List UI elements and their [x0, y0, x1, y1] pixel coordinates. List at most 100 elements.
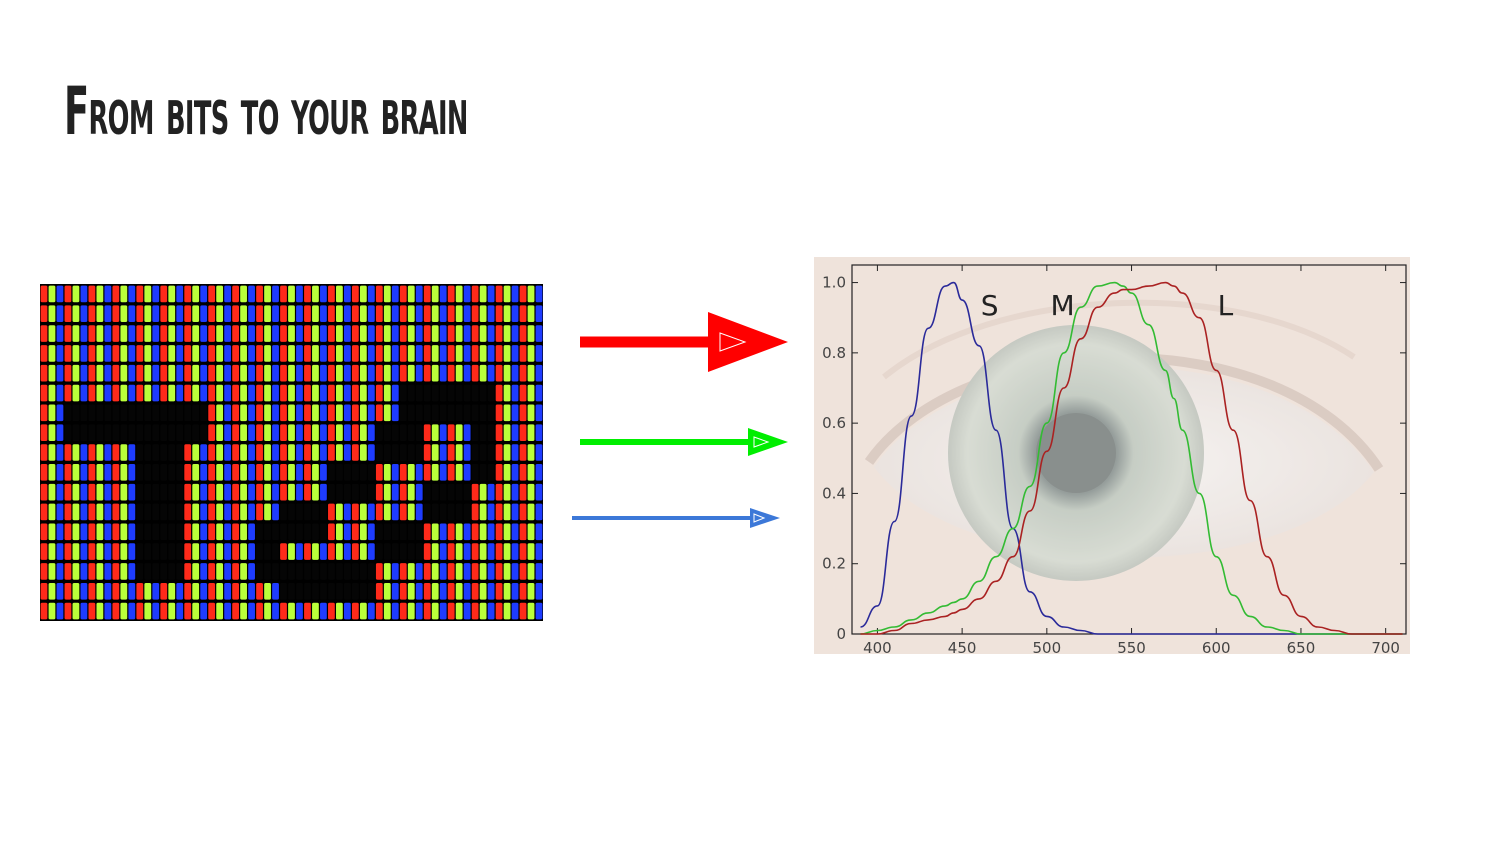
subpixel [375, 364, 383, 382]
subpixel [312, 563, 319, 580]
subpixel [296, 424, 303, 441]
x-tick-label: 400 [863, 639, 892, 654]
subpixel [535, 364, 543, 382]
subpixel [112, 523, 120, 541]
subpixel [144, 523, 152, 541]
subpixel [495, 325, 503, 342]
subpixel [296, 384, 303, 402]
subpixel [288, 404, 295, 422]
subpixel [383, 523, 391, 541]
subpixel [192, 444, 200, 461]
subpixel [407, 325, 415, 342]
subpixel [336, 464, 343, 481]
subpixel [248, 364, 255, 382]
subpixel [439, 543, 447, 560]
subpixel [216, 424, 224, 441]
blue-channel-arrow [572, 508, 780, 528]
subpixel [80, 483, 88, 501]
subpixel [80, 464, 88, 481]
subpixel [40, 503, 48, 521]
subpixel [391, 424, 399, 441]
subpixel [328, 325, 335, 342]
subpixel [399, 384, 407, 402]
subpixel [455, 563, 463, 580]
subpixel [176, 602, 184, 620]
subpixel [120, 325, 128, 342]
subpixel [519, 523, 527, 541]
subpixel [280, 285, 287, 303]
subpixel [72, 305, 80, 323]
subpixel [264, 384, 271, 402]
subpixel [128, 424, 136, 441]
subpixel [264, 305, 271, 323]
subpixel [240, 483, 247, 501]
subpixel [320, 384, 327, 402]
subpixel [455, 285, 463, 303]
subpixel [152, 285, 160, 303]
subpixel [192, 543, 200, 560]
subpixel [64, 464, 72, 481]
subpixel [256, 325, 263, 342]
subpixel [168, 582, 176, 600]
subpixel [479, 285, 487, 303]
subpixel [336, 285, 343, 303]
subpixel [511, 305, 519, 323]
subpixel [535, 384, 543, 402]
subpixel [240, 563, 247, 580]
subpixel [88, 424, 96, 441]
subpixel [415, 424, 423, 441]
subpixel [367, 424, 375, 441]
subpixel [64, 285, 72, 303]
subpixel [256, 464, 263, 481]
subpixel [351, 483, 359, 501]
lcd-subpixel-image [40, 284, 543, 621]
subpixel [511, 483, 519, 501]
subpixel [56, 444, 64, 461]
subpixel [208, 285, 216, 303]
subpixel [136, 464, 144, 481]
subpixel [423, 503, 431, 521]
subpixel [351, 384, 359, 402]
subpixel [328, 464, 335, 481]
subpixel [415, 563, 423, 580]
subpixel [184, 503, 192, 521]
subpixel [375, 523, 383, 541]
subpixel [264, 582, 271, 600]
subpixel [128, 523, 136, 541]
subpixel [208, 305, 216, 323]
subpixel [72, 523, 80, 541]
subpixel [312, 285, 319, 303]
subpixel [423, 602, 431, 620]
subpixel [152, 523, 160, 541]
subpixel [128, 364, 136, 382]
subpixel [64, 325, 72, 342]
subpixel [184, 384, 192, 402]
subpixel [104, 464, 112, 481]
subpixel [264, 483, 271, 501]
subpixel [192, 582, 200, 600]
subpixel [280, 523, 287, 541]
subpixel [527, 503, 535, 521]
subpixel [431, 444, 439, 461]
subpixel [272, 464, 279, 481]
subpixel [176, 364, 184, 382]
subpixel [192, 602, 200, 620]
subpixel [152, 305, 160, 323]
subpixel [312, 364, 319, 382]
subpixel [447, 285, 455, 303]
subpixel [511, 384, 519, 402]
subpixel [479, 345, 487, 362]
series-label: M [1051, 289, 1075, 322]
subpixel [519, 444, 527, 461]
x-tick-label: 550 [1117, 639, 1146, 654]
subpixel [336, 563, 343, 580]
subpixel [391, 444, 399, 461]
subpixel [200, 305, 208, 323]
subpixel [208, 563, 216, 580]
subpixel [455, 464, 463, 481]
subpixel [463, 404, 471, 422]
subpixel [192, 325, 200, 342]
subpixel [88, 384, 96, 402]
subpixel [320, 582, 327, 600]
subpixel [344, 325, 351, 342]
